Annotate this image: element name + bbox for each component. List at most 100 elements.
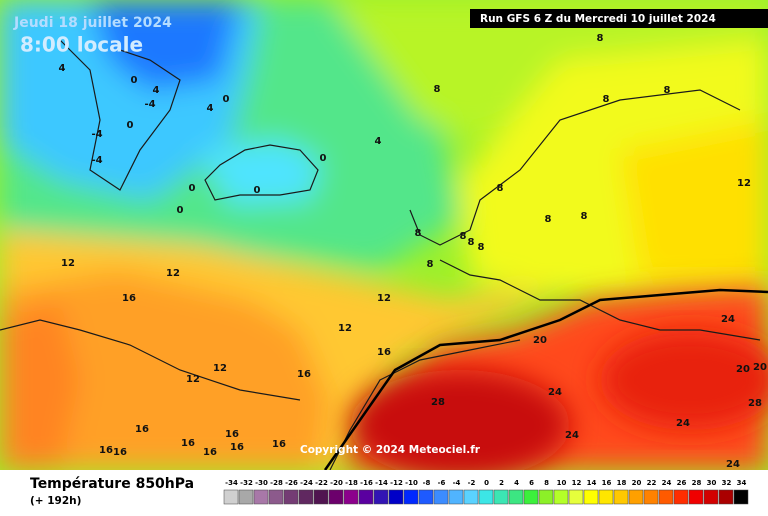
legend-subtitle: (+ 192h) xyxy=(30,495,81,507)
scale-label: 20 xyxy=(632,479,642,487)
scale-label: -16 xyxy=(360,479,373,487)
scale-swatch xyxy=(433,489,449,505)
contour-label: 24 xyxy=(726,459,740,470)
scale-label: -24 xyxy=(300,479,313,487)
scale-label: 30 xyxy=(707,479,717,487)
scale-swatch xyxy=(658,489,674,505)
scale-swatch xyxy=(388,489,404,505)
scale-swatch xyxy=(418,489,434,505)
contour-label: -4 xyxy=(91,155,102,166)
contour-label: 12 xyxy=(737,178,751,189)
scale-swatch xyxy=(328,489,344,505)
contour-label: 4 xyxy=(375,136,382,147)
color-scale: -34 -32 -30 -28 -26 -24 -22 -20 -18 -16 -14 -12 -10-… xyxy=(223,479,749,505)
scale-swatch xyxy=(703,489,719,505)
run-box xyxy=(470,9,768,28)
scale-label: 34 xyxy=(737,479,747,487)
contour-20 xyxy=(323,288,768,471)
scale-swatch xyxy=(643,489,659,505)
contour-label: 8 xyxy=(664,85,671,96)
contour-label: 16 xyxy=(135,424,149,435)
contour-label: 0 xyxy=(127,120,134,131)
contour-label: 16 xyxy=(113,447,127,458)
contour-label: 12 xyxy=(213,363,227,374)
scale-swatch xyxy=(283,489,299,505)
contour-label: 20 xyxy=(736,364,750,375)
contour-label: 12 xyxy=(186,374,200,385)
scale-label: -14 xyxy=(375,479,388,487)
scale-label: -20 xyxy=(330,479,343,487)
scale-swatch xyxy=(403,489,419,505)
run-info: Run GFS 6 Z du Mercredi 10 juillet 2024 xyxy=(480,13,716,25)
scale-label: -18 xyxy=(345,479,358,487)
scale-label: -4 xyxy=(453,479,461,487)
contour-label: 28 xyxy=(431,397,445,408)
scale-swatch xyxy=(628,489,644,505)
scale-swatch xyxy=(553,489,569,505)
scale-swatch xyxy=(613,489,629,505)
contour-label: 0 xyxy=(320,153,327,164)
coastlines xyxy=(0,39,761,471)
scale-label: -30 xyxy=(255,479,268,487)
scale-swatch xyxy=(238,489,254,505)
contour-label: 0 xyxy=(131,75,138,86)
scale-swatch xyxy=(568,489,584,505)
contour-label: 16 xyxy=(181,438,195,449)
contour-label: 0 xyxy=(254,185,261,196)
contour-label: 0 xyxy=(189,183,196,194)
scale-swatch xyxy=(448,489,464,505)
scale-label: -26 xyxy=(285,479,298,487)
contour-label: 16 xyxy=(377,347,391,358)
valid-date: Jeudi 18 juillet 2024 xyxy=(13,15,172,31)
scale-swatch xyxy=(718,489,734,505)
contour-label: 4 xyxy=(153,85,160,96)
contour-label: 8 xyxy=(597,33,604,44)
scale-label: 12 xyxy=(572,479,582,487)
scale-swatch xyxy=(253,489,269,505)
contour-label: 16 xyxy=(225,429,239,440)
contour-label: 16 xyxy=(122,293,136,304)
scale-swatch xyxy=(598,489,614,505)
contour-label: 8 xyxy=(478,242,485,253)
scale-label: 18 xyxy=(617,479,627,487)
scale-label: -34 xyxy=(225,479,238,487)
scale-swatch xyxy=(583,489,599,505)
contour-label: 8 xyxy=(427,259,434,270)
scale-label: 8 xyxy=(544,479,549,487)
contour-label: 28 xyxy=(748,398,762,409)
contour-label: -4 xyxy=(144,99,155,110)
contour-label: 16 xyxy=(230,442,244,453)
contour-label: 20 xyxy=(753,362,767,373)
scale-swatch xyxy=(673,489,689,505)
scale-label: -12 xyxy=(390,479,403,487)
scale-label: 26 xyxy=(677,479,687,487)
scale-label: 4 xyxy=(514,479,519,487)
scale-label: 14 xyxy=(587,479,597,487)
scale-label: -10 xyxy=(405,479,418,487)
contour-label: 24 xyxy=(548,387,562,398)
scale-label: -22 xyxy=(315,479,328,487)
scale-label: 22 xyxy=(647,479,657,487)
scale-swatch xyxy=(538,489,554,505)
scale-label: 2 xyxy=(499,479,504,487)
scale-swatch xyxy=(463,489,479,505)
scale-swatch xyxy=(478,489,494,505)
temperature-field xyxy=(0,0,768,480)
copyright: Copyright © 2024 Meteociel.fr xyxy=(300,444,481,456)
contour-label: 16 xyxy=(297,369,311,380)
scale-label: 16 xyxy=(602,479,612,487)
contour-label: 12 xyxy=(61,258,75,269)
scale-swatch xyxy=(523,489,539,505)
scale-label: -28 xyxy=(270,479,283,487)
scale-swatch xyxy=(298,489,314,505)
scale-swatch xyxy=(508,489,524,505)
scale-label: 32 xyxy=(722,479,732,487)
contour-label: 8 xyxy=(545,214,552,225)
contour-label: 16 xyxy=(272,439,286,450)
scale-swatch xyxy=(223,489,239,505)
contour-label: 8 xyxy=(415,228,422,239)
scale-label: 0 xyxy=(484,479,489,487)
